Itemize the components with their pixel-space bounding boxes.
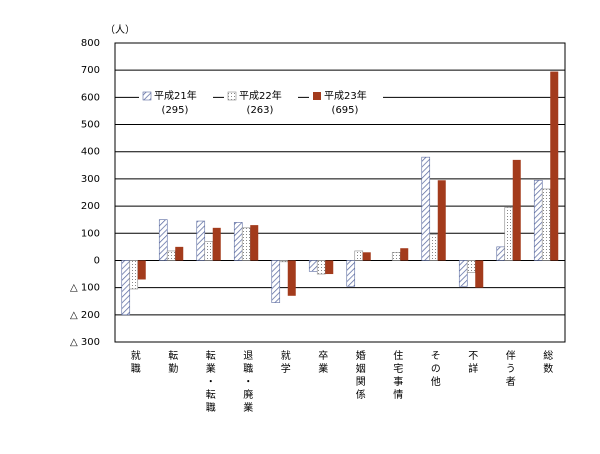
y-tick-label: △ 300 bbox=[70, 337, 100, 348]
legend-label: 平成23年 bbox=[324, 89, 367, 102]
x-tick-label: 伴う者 bbox=[503, 349, 515, 389]
x-tick-label: 不詳 bbox=[466, 350, 478, 376]
bar bbox=[121, 260, 131, 316]
bar bbox=[429, 234, 439, 261]
bar bbox=[437, 180, 446, 261]
bar bbox=[175, 246, 184, 261]
y-tick-label: △ 200 bbox=[70, 310, 100, 321]
y-tick-label: 600 bbox=[81, 92, 100, 103]
bar bbox=[346, 260, 356, 287]
legend-swatch bbox=[227, 91, 237, 101]
x-tick-label: 就学 bbox=[278, 349, 290, 376]
legend-label: 平成21年 bbox=[154, 89, 197, 102]
bar bbox=[512, 159, 521, 261]
legend-bg bbox=[309, 87, 383, 117]
x-tick-label: 就職 bbox=[128, 349, 140, 376]
legend-swatch bbox=[313, 92, 321, 100]
bar bbox=[271, 260, 281, 303]
y-tick-label: 800 bbox=[81, 38, 100, 49]
y-tick-label: 500 bbox=[81, 120, 100, 131]
bar bbox=[550, 71, 559, 261]
x-tick-label: 住宅事情 bbox=[391, 349, 403, 402]
bar bbox=[458, 260, 468, 287]
x-tick-label: 退職・廃業 bbox=[241, 350, 253, 415]
bar bbox=[354, 250, 364, 261]
bar bbox=[196, 220, 206, 261]
bar bbox=[541, 188, 551, 261]
bar bbox=[166, 250, 176, 261]
bar bbox=[316, 260, 326, 275]
y-tick-label: 200 bbox=[81, 201, 100, 212]
y-tick-label: 0 bbox=[94, 255, 100, 266]
x-tick-label: 総数 bbox=[541, 349, 553, 376]
bar bbox=[129, 260, 139, 290]
y-tick-label: 100 bbox=[81, 228, 100, 239]
bar bbox=[466, 260, 476, 273]
bar bbox=[362, 252, 371, 261]
y-tick-label: △ 100 bbox=[70, 283, 100, 294]
bar bbox=[308, 260, 318, 272]
bar bbox=[250, 225, 259, 261]
legend-bg bbox=[139, 87, 213, 117]
x-tick-label: その他 bbox=[428, 350, 440, 389]
bar bbox=[325, 260, 334, 275]
bar bbox=[212, 227, 221, 261]
legend-note: (263) bbox=[247, 105, 274, 116]
x-tick-label: 婚姻関係 bbox=[353, 349, 365, 402]
legend-label: 平成22年 bbox=[239, 89, 282, 102]
x-tick-label: 卒業 bbox=[316, 349, 328, 376]
y-tick-label: 400 bbox=[81, 147, 100, 158]
bar bbox=[496, 246, 506, 261]
bar bbox=[204, 241, 214, 261]
bar bbox=[137, 260, 146, 280]
bar bbox=[533, 179, 543, 261]
bar bbox=[400, 248, 409, 261]
bar bbox=[504, 207, 514, 261]
bar bbox=[287, 260, 296, 296]
legend-bg bbox=[224, 87, 298, 117]
bar bbox=[421, 156, 431, 261]
y-tick-label: 300 bbox=[81, 174, 100, 185]
x-tick-label: 転勤 bbox=[166, 350, 178, 376]
y-unit: （人） bbox=[105, 24, 135, 36]
bar bbox=[241, 227, 251, 261]
bar bbox=[475, 260, 484, 288]
bar bbox=[158, 219, 168, 261]
legend-note: (295) bbox=[162, 105, 189, 116]
legend-note: (695) bbox=[332, 105, 359, 116]
bar bbox=[391, 252, 401, 261]
x-tick-label: 転業・転職 bbox=[203, 350, 215, 415]
y-tick-label: 700 bbox=[81, 65, 100, 76]
bar bbox=[233, 222, 243, 261]
legend-swatch bbox=[142, 91, 152, 101]
bar bbox=[279, 260, 289, 263]
